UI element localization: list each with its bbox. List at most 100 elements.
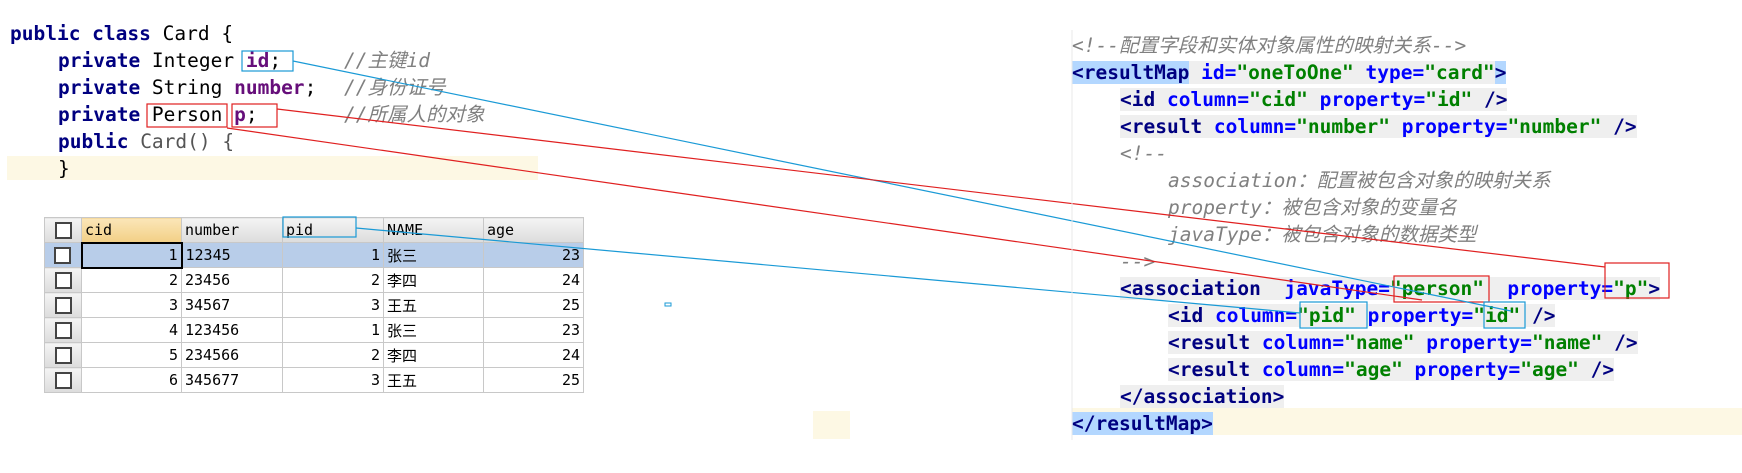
- code-token: ;: [245, 103, 258, 126]
- code-token: ;: [304, 76, 317, 99]
- code-token: private: [58, 103, 141, 126]
- comment: //主键id: [344, 49, 430, 72]
- code-token: >: [1648, 277, 1661, 300]
- code-token: />: [1578, 358, 1615, 381]
- code-token: "p": [1613, 277, 1649, 300]
- table-row: 4 123456 1 张三 23: [44, 317, 584, 343]
- code-line: association：配置被包含对象的映射关系: [1168, 167, 1551, 194]
- table-cell: 张三: [383, 317, 484, 343]
- code-line: private Person p; //所属人的对象: [58, 101, 484, 128]
- code-line: private Integer id; //主键id: [58, 47, 430, 74]
- code-token: column=: [1250, 331, 1345, 354]
- table-cell: 5: [81, 342, 182, 368]
- table-cell: 12345: [181, 242, 283, 268]
- table-cell: 6: [81, 367, 182, 393]
- comment: association：配置被包含对象的映射关系: [1168, 169, 1551, 192]
- table-cell: 2: [81, 267, 182, 293]
- code-token: property=: [1390, 115, 1508, 138]
- code-token: "number": [1296, 115, 1391, 138]
- table-cell: 王五: [383, 292, 484, 318]
- code-token: Card {: [150, 22, 234, 45]
- table-cell: 1: [282, 317, 384, 343]
- marker: [664, 302, 672, 307]
- code-token: "card": [1424, 61, 1495, 84]
- table-cell: 25: [483, 292, 584, 318]
- code-token: property=: [1483, 277, 1614, 300]
- code-line: <!--: [1120, 140, 1167, 167]
- comment: //身份证号: [344, 76, 446, 99]
- code-line: <association javaType="person" property=…: [1120, 275, 1661, 302]
- code-line: </resultMap>: [1072, 410, 1213, 437]
- code-token: column=: [1203, 304, 1298, 327]
- code-token: public class: [10, 22, 151, 45]
- code-token: "cid": [1249, 88, 1308, 111]
- code-token: "name": [1531, 331, 1603, 354]
- table-row: 1 12345 1 张三 23: [44, 241, 584, 269]
- comment: <!--配置字段和实体对象属性的映射关系-->: [1072, 34, 1467, 57]
- table-cell: 25: [483, 367, 584, 393]
- table-cell: 3: [81, 292, 182, 318]
- code-line: </association>: [1120, 383, 1285, 410]
- code-token: "person": [1390, 277, 1484, 300]
- table-cell: 王五: [383, 367, 484, 393]
- code-line: <resultMap id="oneToOne" type="card">: [1072, 59, 1507, 86]
- table-cell: 23: [483, 317, 584, 343]
- code-token: private: [58, 76, 141, 99]
- code-token: id=: [1189, 61, 1237, 84]
- column-header: age: [483, 217, 584, 243]
- cursor-box: [813, 411, 850, 439]
- code-line: private String number; //身份证号: [58, 74, 445, 101]
- code-token: Integer: [140, 49, 246, 72]
- checkbox: [54, 222, 72, 239]
- checkbox-cell: [44, 217, 82, 243]
- code-token: property=: [1307, 88, 1426, 111]
- code-token: <result: [1168, 331, 1251, 354]
- table-cell: 李四: [383, 267, 484, 293]
- code-line: <id column="cid" property="id" />: [1120, 86, 1508, 113]
- checkbox-cell: [44, 292, 82, 318]
- checkbox: [54, 322, 72, 339]
- code-line: }: [58, 155, 70, 182]
- checkbox: [54, 347, 72, 364]
- code-token: />: [1601, 115, 1637, 138]
- code-token: <association: [1120, 277, 1261, 300]
- column-header: cid: [81, 217, 182, 243]
- code-line: -->: [1120, 248, 1155, 275]
- checkbox-cell: [44, 367, 82, 393]
- code-token: ;: [269, 49, 282, 72]
- code-token: }: [58, 157, 70, 180]
- column-header: number: [181, 217, 283, 243]
- checkbox-cell: [44, 242, 82, 268]
- code-token: javaType=: [1260, 277, 1391, 300]
- table-cell: 23456: [181, 267, 283, 293]
- code-token: column=: [1202, 115, 1297, 138]
- table-cell: 24: [483, 342, 584, 368]
- code-token: "age": [1344, 358, 1403, 381]
- code-token: String: [140, 76, 235, 99]
- code-token: private: [58, 49, 141, 72]
- code-token: "name": [1344, 331, 1415, 354]
- checkbox: [54, 372, 72, 389]
- comment: property：被包含对象的变量名: [1168, 196, 1457, 219]
- code-token: <resultMap: [1072, 61, 1190, 84]
- comment: //所属人的对象: [344, 103, 485, 126]
- header-row: cid number pid NAME age: [44, 217, 584, 243]
- code-line: public Card() {: [58, 128, 234, 155]
- code-line: <id column="pid" property="id" />: [1168, 302, 1556, 329]
- checkbox-cell: [44, 317, 82, 343]
- table-cell: 2: [282, 267, 384, 293]
- table-cell: 张三: [383, 242, 484, 268]
- table-cell: 23: [483, 242, 584, 268]
- code-token: number: [234, 76, 305, 99]
- table-cell: 李四: [383, 342, 484, 368]
- code-token: property=: [1355, 304, 1474, 327]
- table-cell: 3: [282, 367, 384, 393]
- table-cell: 4: [81, 317, 182, 343]
- code-token: "pid": [1297, 304, 1356, 327]
- table-cell: 24: [483, 267, 584, 293]
- code-token: "oneToOne": [1236, 61, 1354, 84]
- comment: <!--: [1120, 142, 1167, 165]
- code-token: <result: [1120, 115, 1203, 138]
- code-token: >: [1494, 61, 1507, 84]
